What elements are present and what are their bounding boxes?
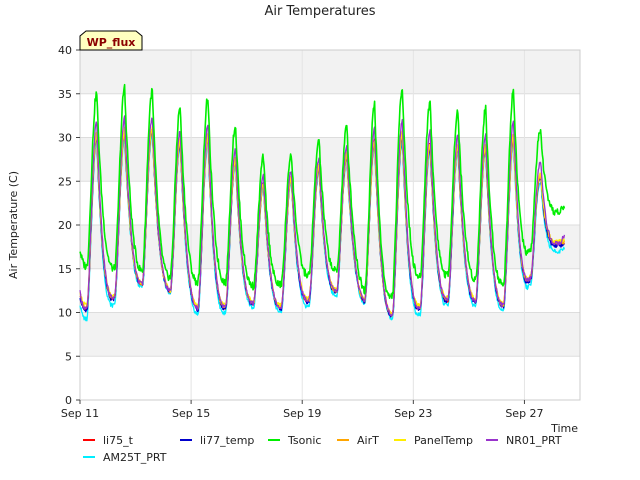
x-tick-label: Sep 19 [283,407,321,420]
y-tick-label: 20 [58,219,72,232]
site-badge: WP_flux [79,30,143,51]
y-tick-label: 25 [58,175,72,188]
legend-label: li77_temp [200,434,254,447]
legend-label: Tsonic [287,434,321,447]
x-tick-label: Sep 27 [505,407,543,420]
y-tick-label: 0 [65,394,72,407]
y-tick-label: 15 [58,263,72,276]
chart-title: Air Temperatures [264,4,375,19]
y-axis-ticks: 0 5 10 15 20 25 30 35 40 [58,44,80,407]
grid-band [80,137,580,182]
x-axis-label: Time [550,422,578,435]
y-tick-label: 40 [58,44,72,57]
legend-label: AM25T_PRT [103,451,167,464]
legend: li75_t li77_temp Tsonic AirT PanelTemp NR01_P… [83,434,562,464]
grid-band [80,50,580,94]
x-axis-ticks: Sep 11 Sep 15 Sep 19 Sep 23 Sep 27 [61,400,544,420]
y-tick-label: 35 [58,88,72,101]
badge-label: WP_flux [87,36,136,49]
badge-shape [79,30,143,51]
x-tick-label: Sep 23 [394,407,432,420]
y-axis-label: Air Temperature (C) [7,171,20,279]
y-tick-label: 5 [65,350,72,363]
legend-label: NR01_PRT [506,434,562,447]
y-tick-label: 30 [58,132,72,145]
legend-label: PanelTemp [414,434,473,447]
series-line-nr01-prt [79,115,566,317]
x-tick-label: Sep 15 [172,407,210,420]
gridlines [79,49,580,401]
plot-area [79,49,581,401]
grid-bands [80,50,580,357]
legend-label: li75_t [103,434,134,447]
series-lines [79,83,566,322]
x-tick-label: Sep 11 [61,407,99,420]
grid-band [80,312,580,357]
series-line-tsonic [79,83,566,300]
y-tick-label: 10 [58,307,72,320]
legend-label: AirT [357,434,379,447]
